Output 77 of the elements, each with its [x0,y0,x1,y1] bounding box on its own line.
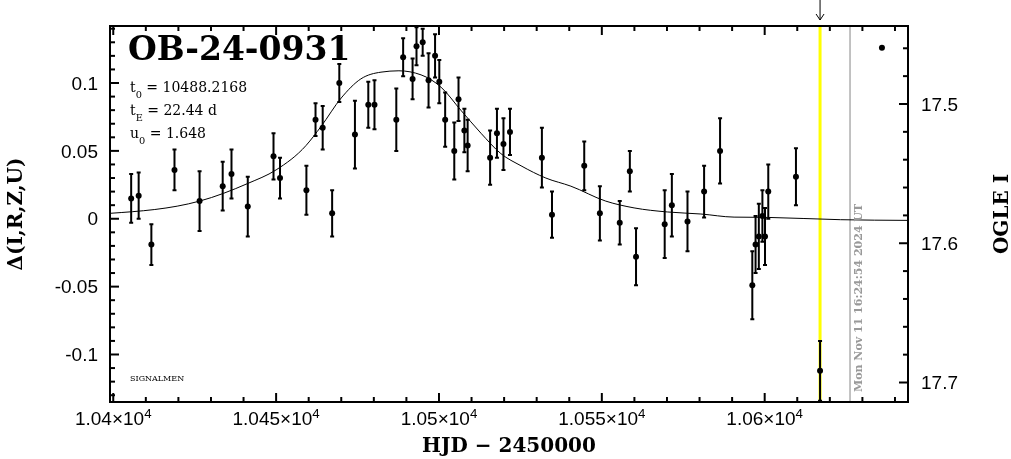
chart-title: OB-24-0931 [128,29,351,68]
point [409,75,416,82]
y2-tick-label: 17.7 [921,372,958,394]
point [329,210,336,217]
x-tick-label: 1.045×10$^{4}$ [232,405,320,429]
point [425,77,432,84]
point [442,116,449,123]
point [500,141,507,148]
point [548,211,555,218]
point [792,173,799,180]
point [506,128,513,135]
point [633,253,640,260]
point [455,96,462,103]
y-tick-label: 0 [87,208,98,230]
point [461,127,468,134]
point [596,210,603,217]
y2-tick-label: 17.5 [921,93,958,115]
point [400,54,407,61]
point [451,147,458,154]
point [538,154,545,161]
point [487,154,494,161]
point [765,188,772,195]
annotation: t$_{0}$ = 10488.2168 [130,79,248,100]
point [626,168,633,175]
point [351,131,358,138]
point [752,241,759,248]
y-tick-label: -0.1 [65,344,98,366]
point [319,124,326,131]
point [336,80,343,87]
point [277,175,284,182]
annotation: SIGNALMEN [130,374,185,383]
point [419,39,426,46]
y-tick-label: 0.05 [61,140,98,162]
annotation: u$_{0}$ = 1.648 [130,125,206,146]
x-tick-label: 1.04×10$^{4}$ [74,405,152,429]
annotation: Mon Nov 11 16:24:54 2024 UT [852,203,866,392]
point [755,233,762,240]
point [749,282,756,289]
y-tick-label: 0.1 [71,72,98,94]
point [371,101,378,108]
point [171,166,178,173]
point [661,221,668,228]
point [817,367,824,374]
point [762,233,769,240]
point [303,187,310,194]
point [196,198,203,205]
y2-tick-label: 17.6 [921,232,958,254]
x-tick-label: 1.055×10$^{4}$ [558,405,646,429]
point [365,101,372,108]
point [464,142,471,149]
point [668,202,675,209]
point [432,52,439,59]
x-tick-label: 1.05×10$^{4}$ [400,405,478,429]
x-tick-label: 1.06×10$^{4}$ [726,405,803,429]
point [436,78,443,85]
y2-axis-title: OGLE I [989,173,1011,255]
point [244,203,251,210]
point [270,153,277,160]
point [493,130,500,137]
point [717,147,724,154]
x-axis-title: HJD − 2450000 [422,433,596,457]
point [148,241,155,248]
point [684,218,691,225]
point [616,219,623,226]
point [878,44,885,51]
point [701,188,708,195]
point [312,116,319,123]
point [581,162,588,169]
point [135,192,142,199]
point [219,183,226,190]
annotation: t$_{E}$ = 22.44 d [130,102,217,123]
point [228,170,235,177]
y-axis-title: Δ(I,R,Z,U) [3,157,27,271]
point [128,195,135,202]
point [393,116,400,123]
point [413,43,420,50]
y-tick-label: -0.05 [54,276,98,298]
